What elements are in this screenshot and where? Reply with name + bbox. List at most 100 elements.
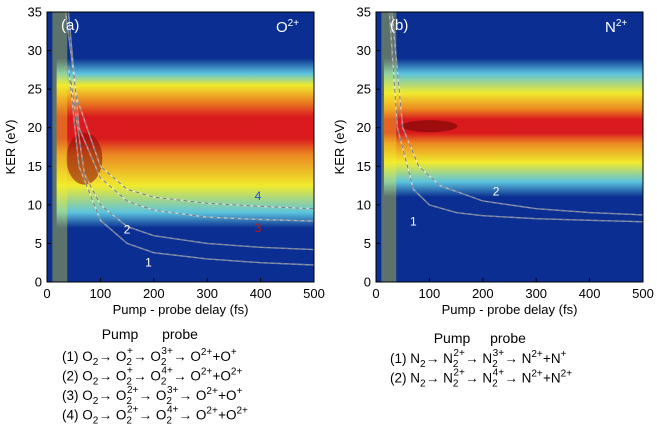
ytick-label: 30 — [357, 43, 371, 58]
xtick-label: 400 — [250, 286, 272, 301]
curve-label-1: 1 — [410, 215, 417, 229]
reaction-species: → O — [139, 408, 167, 423]
xtick-label: 100 — [419, 286, 441, 301]
curve-label-1: 1 — [145, 256, 152, 270]
reaction-subscript: 2 — [420, 359, 426, 370]
ytick-label: 25 — [28, 82, 42, 97]
reaction-subscript: 2 — [492, 379, 498, 390]
plot-area: 1 2 3 4 — [47, 12, 314, 282]
reaction-charge: 2+ — [206, 406, 218, 417]
reaction-charge: 4+ — [493, 368, 505, 379]
reaction-species: → O — [179, 388, 207, 403]
ion-label-base: N — [605, 19, 616, 36]
reaction-species: → N — [426, 371, 453, 386]
reaction-charge: 2+ — [236, 406, 248, 417]
curve-label-2: 2 — [124, 222, 131, 236]
reaction-subscript: 2 — [93, 416, 99, 427]
reaction-line: (3) O2 → O22+ → O23+ → O2+ +O+ — [62, 385, 242, 407]
reaction-charge: 2+ — [201, 367, 213, 378]
panel-letter: (a) — [61, 17, 79, 34]
reaction-charge: 2+ — [561, 369, 573, 380]
reaction-subscript: 2 — [93, 357, 99, 368]
reaction-species: (2) O — [62, 369, 93, 384]
reaction-subscript: 2 — [420, 379, 426, 390]
reaction-subscript: 2 — [126, 396, 132, 407]
curve-2 — [70, 81, 314, 251]
early-spike — [52, 12, 68, 282]
reaction-subscript: 2 — [453, 379, 459, 390]
reaction-species: → O — [179, 408, 207, 423]
ion-label: N2+ — [605, 18, 627, 36]
xtick-label: 300 — [525, 286, 547, 301]
reaction-charge: 2+ — [453, 348, 465, 359]
reaction-species: → O — [173, 349, 201, 364]
ytick-label: 5 — [364, 236, 371, 251]
reaction-species: → O — [133, 349, 161, 364]
heatmap-band — [384, 12, 643, 282]
reaction-charge: 2+ — [206, 386, 218, 397]
reaction-species: +O — [213, 349, 231, 364]
ytick-label: 10 — [28, 197, 42, 212]
reaction-charge: + — [561, 349, 567, 360]
reaction-subscript: 2 — [453, 359, 459, 370]
ion-label-charge: 2+ — [288, 18, 300, 29]
ion-label-charge: 2+ — [616, 18, 628, 29]
reaction-subscript: 2 — [126, 377, 132, 388]
ytick-label: 10 — [357, 197, 371, 212]
reaction-species: → O — [133, 369, 161, 384]
early-spike — [381, 12, 397, 282]
reaction-charge: + — [127, 366, 133, 377]
plot-frame — [375, 11, 644, 283]
ytick-label: 35 — [357, 5, 371, 20]
xtick-label: 300 — [196, 286, 218, 301]
reaction-species: (1) O — [62, 349, 93, 364]
reaction-charge: 2+ — [453, 368, 465, 379]
reaction-subscript: 2 — [166, 416, 172, 427]
curve-label-3: 3 — [255, 221, 262, 235]
xtick-label: 100 — [90, 286, 112, 301]
reaction-species: → N — [504, 371, 531, 386]
reaction-line: (1) O2 → O2+ → O23+ → O2+ +O+ — [62, 346, 237, 368]
ytick-label: 0 — [35, 275, 42, 290]
scheme-header-probe: probe — [162, 326, 198, 342]
reaction-subscript: 2 — [93, 396, 99, 407]
plot-frame — [46, 11, 315, 283]
reaction-species: +O — [218, 408, 236, 423]
curve-label-2: 2 — [493, 185, 500, 199]
scheme-header-pump: Pump — [102, 326, 139, 342]
xtick-label: 500 — [632, 286, 654, 301]
reaction-charge: 3+ — [493, 348, 505, 359]
reaction-species: +N — [543, 351, 561, 366]
scheme-a-reactions: Pump probe(1) O2 → O2+ → O23+ → O2+ +O+ (… — [62, 326, 248, 427]
xtick-label: 400 — [579, 286, 601, 301]
panel-a-heatmap: 1 2 3 4 (a) O2+ 0 5 10 15 20 25 30 35 0 100 200 300 400 500… — [3, 5, 325, 318]
scheme-b-reactions: Pump probe(1) N2 → N22+ → N23+ → N2+ +N+ … — [390, 330, 572, 390]
ytick-label: 0 — [364, 275, 371, 290]
reaction-charge: + — [127, 346, 133, 357]
reaction-charge: 3+ — [167, 385, 179, 396]
reaction-line: (2) N2 → N22+ → N24+ → N2+ +N2+ — [390, 368, 572, 390]
reaction-charge: 2+ — [127, 385, 139, 396]
reaction-subscript: 2 — [126, 416, 132, 427]
reaction-subscript: 2 — [93, 377, 99, 388]
reaction-subscript: 2 — [161, 377, 167, 388]
x-axis-label: Pump - probe delay (fs) — [113, 302, 249, 317]
reaction-species: (1) N — [390, 351, 420, 366]
reaction-species: +O — [218, 388, 236, 403]
x-axis-label: Pump - probe delay (fs) — [442, 302, 578, 317]
reaction-species: → O — [173, 369, 201, 384]
reaction-subscript: 2 — [126, 357, 132, 368]
ytick-label: 35 — [28, 5, 42, 20]
curve-1 — [388, 12, 643, 223]
reaction-species: → N — [465, 351, 492, 366]
reaction-charge: 4+ — [167, 405, 179, 416]
reaction-subscript: 2 — [161, 357, 167, 368]
reaction-line: (2) O2 → O2+ → O24+ → O2+ +O2+ — [62, 366, 242, 388]
reaction-species: (2) N — [390, 371, 420, 386]
ion-label-base: O — [276, 19, 288, 36]
reaction-subscript: 2 — [166, 396, 172, 407]
ytick-label: 15 — [357, 159, 371, 174]
ytick-label: 15 — [28, 159, 42, 174]
xtick-label: 200 — [143, 286, 165, 301]
